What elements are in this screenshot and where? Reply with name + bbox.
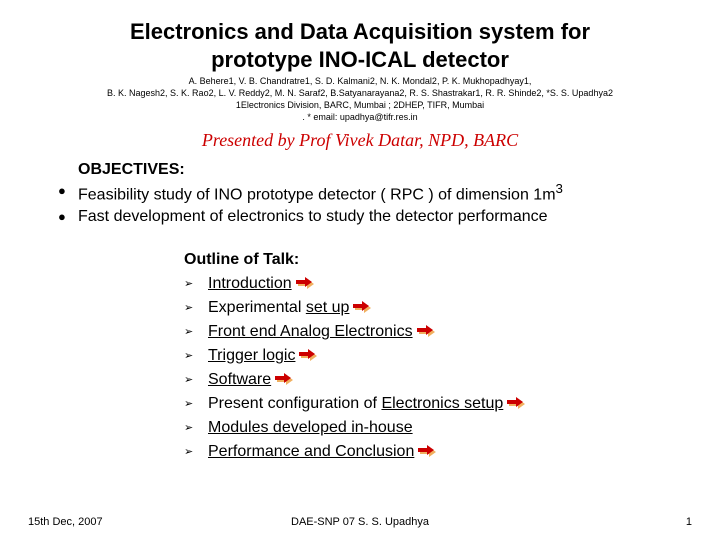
outline-text: Software <box>208 368 295 392</box>
presented-by: Presented by Prof Vivek Datar, NPD, BARC <box>28 130 692 151</box>
objective-text: Feasibility study of INO prototype detec… <box>78 180 563 206</box>
slide: Electronics and Data Acquisition system … <box>0 0 720 540</box>
outline-text: Trigger logic <box>208 344 319 368</box>
action-arrow-icon[interactable] <box>275 373 295 387</box>
action-arrow-icon[interactable] <box>296 277 316 291</box>
outline-text: Performance and Conclusion <box>208 440 438 464</box>
outline-text: Present configuration of Electronics set… <box>208 392 527 416</box>
bullet-icon: ● <box>58 206 78 228</box>
action-arrow-icon[interactable] <box>299 349 319 363</box>
authors-block: A. Behere1, V. B. Chandratre1, S. D. Kal… <box>28 75 692 124</box>
outline-item: ➢Software <box>184 368 692 392</box>
action-arrow-icon[interactable] <box>353 301 373 315</box>
chevron-icon: ➢ <box>184 396 208 413</box>
objectives-block: OBJECTIVES: ● Feasibility study of INO p… <box>28 159 692 229</box>
footer: 15th Dec, 2007 DAE-SNP 07 S. S. Upadhya … <box>0 516 720 528</box>
objective-item: ● Fast development of electronics to stu… <box>78 206 672 228</box>
bullet-icon: ● <box>58 180 78 202</box>
authors-line-1: A. Behere1, V. B. Chandratre1, S. D. Kal… <box>28 75 692 87</box>
outline-item: ➢Present configuration of Electronics se… <box>184 392 692 416</box>
outline-block: Outline of Talk: ➢Introduction➢Experimen… <box>184 248 692 464</box>
authors-line-4: . * email: upadhya@tifr.res.in <box>28 111 692 123</box>
outline-item: ➢Performance and Conclusion <box>184 440 692 464</box>
action-arrow-icon[interactable] <box>507 397 527 411</box>
outline-item: ➢Introduction <box>184 272 692 296</box>
outline-text: Front end Analog Electronics <box>208 320 437 344</box>
outline-item: ➢Front end Analog Electronics <box>184 320 692 344</box>
chevron-icon: ➢ <box>184 324 208 341</box>
outline-item: ➢Modules developed in-house <box>184 416 692 440</box>
chevron-icon: ➢ <box>184 348 208 365</box>
chevron-icon: ➢ <box>184 420 208 437</box>
outline-text: Modules developed in-house <box>208 416 413 440</box>
objective-item: ● Feasibility study of INO prototype det… <box>78 180 672 206</box>
chevron-icon: ➢ <box>184 300 208 317</box>
outline-text: Introduction <box>208 272 316 296</box>
outline-item: ➢Experimental set up <box>184 296 692 320</box>
chevron-icon: ➢ <box>184 372 208 389</box>
outline-heading: Outline of Talk: <box>184 248 692 272</box>
chevron-icon: ➢ <box>184 444 208 461</box>
footer-center: DAE-SNP 07 S. S. Upadhya <box>0 516 720 528</box>
outline-item: ➢Trigger logic <box>184 344 692 368</box>
objectives-heading: OBJECTIVES: <box>78 159 672 181</box>
authors-line-2: B. K. Nagesh2, S. K. Rao2, L. V. Reddy2,… <box>28 87 692 99</box>
authors-line-3: 1Electronics Division, BARC, Mumbai ; 2D… <box>28 99 692 111</box>
action-arrow-icon[interactable] <box>417 325 437 339</box>
objective-text: Fast development of electronics to study… <box>78 206 548 228</box>
chevron-icon: ➢ <box>184 276 208 293</box>
slide-title: Electronics and Data Acquisition system … <box>88 18 632 73</box>
outline-text: Experimental set up <box>208 296 373 320</box>
action-arrow-icon[interactable] <box>418 445 438 459</box>
